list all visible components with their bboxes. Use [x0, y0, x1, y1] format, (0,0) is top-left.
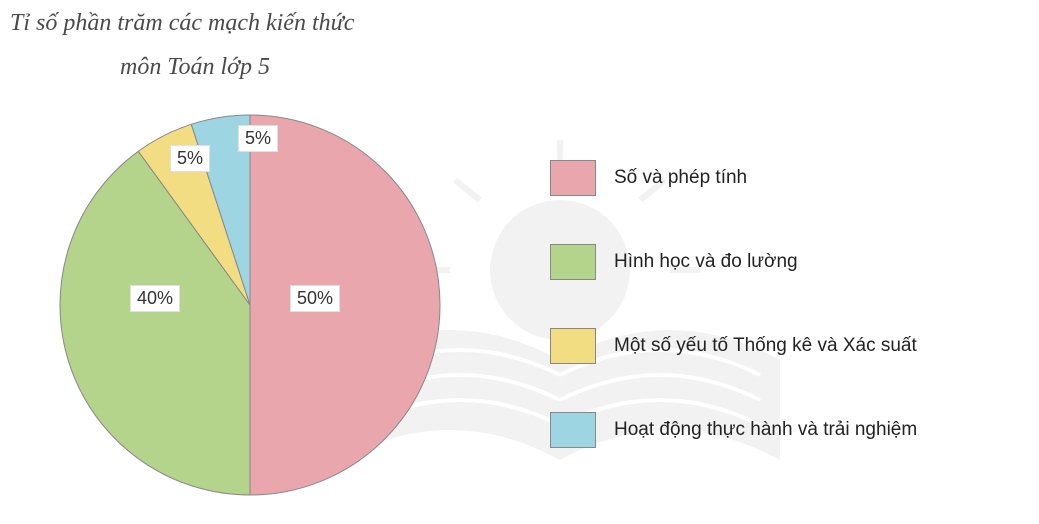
legend-item: Hoạt động thực hành và trải nghiệm — [550, 412, 917, 448]
chart-container: Tỉ số phần trăm các mạch kiến thức môn T… — [0, 0, 1039, 524]
legend-label: Hoạt động thực hành và trải nghiệm — [614, 419, 917, 441]
legend-swatch — [550, 160, 596, 196]
slice-label-5a: 5% — [170, 145, 210, 172]
legend-label: Số và phép tính — [614, 167, 747, 189]
legend-item: Hình học và đo lường — [550, 244, 917, 280]
legend-label: Một số yếu tố Thống kê và Xác suất — [614, 335, 917, 357]
legend-swatch — [550, 412, 596, 448]
legend-swatch — [550, 244, 596, 280]
legend: Số và phép tính Hình học và đo lường Một… — [550, 160, 917, 496]
legend-swatch — [550, 328, 596, 364]
legend-item: Số và phép tính — [550, 160, 917, 196]
slice-label-50: 50% — [290, 285, 340, 312]
slice-label-5b: 5% — [238, 125, 278, 152]
pie-chart: 50% 40% 5% 5% — [40, 95, 460, 515]
chart-title-line1: Tỉ số phần trăm các mạch kiến thức — [10, 10, 354, 37]
pie-slice — [250, 115, 440, 495]
slice-label-40: 40% — [130, 285, 180, 312]
legend-item: Một số yếu tố Thống kê và Xác suất — [550, 328, 917, 364]
legend-label: Hình học và đo lường — [614, 251, 798, 273]
chart-title-line2: môn Toán lớp 5 — [120, 54, 270, 81]
